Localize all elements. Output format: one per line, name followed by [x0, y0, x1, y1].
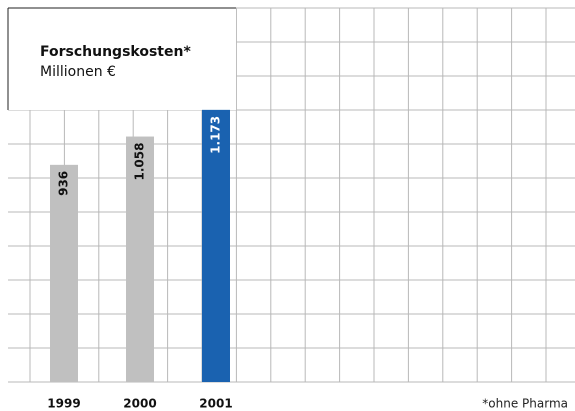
x-tick-label: 1999: [47, 397, 80, 411]
chart-title: Forschungskosten*: [40, 44, 191, 60]
x-tick-label: 2000: [123, 397, 156, 411]
data-label: 936: [57, 171, 71, 196]
data-label: 1.173: [209, 116, 223, 154]
chart-subtitle: Millionen €: [40, 64, 116, 80]
title-box: [8, 8, 236, 110]
bar: [202, 109, 230, 382]
bar: [50, 164, 78, 382]
footnote: *ohne Pharma: [482, 397, 568, 411]
bar: [126, 136, 154, 382]
x-tick-label: 2001: [199, 397, 232, 411]
data-label: 1.058: [133, 143, 147, 181]
